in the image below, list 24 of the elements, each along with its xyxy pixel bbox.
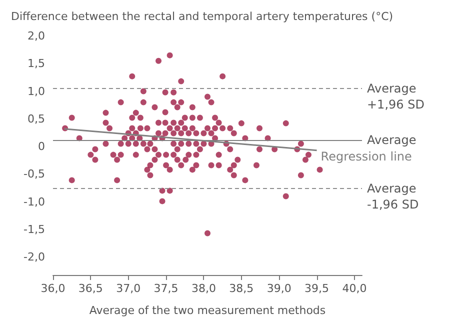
- y-axis-title: Difference between the rectal and temporal artery temperatures (°C): [11, 10, 394, 23]
- x-axis-title: Average of the two measurement methods: [89, 304, 326, 317]
- x-tick-label: 37,5: [154, 282, 178, 295]
- x-tick-label: 40,0: [342, 282, 367, 295]
- x-tick-label: 38,5: [229, 282, 254, 295]
- y-tick-label: -1,0: [24, 195, 45, 208]
- y-tick-label: 1,0: [28, 84, 45, 98]
- ref-line-label: Average +1,96 SD: [367, 81, 424, 112]
- ref-line-label: Average: [367, 132, 416, 147]
- x-tick-label: 39,5: [304, 282, 330, 295]
- series-label: Regression line: [320, 149, 412, 164]
- x-tick-label: 39,0: [266, 282, 292, 295]
- y-tick-label: -2,0: [24, 250, 45, 264]
- x-tick-label: 37,0: [116, 282, 141, 295]
- y-tick-label: -1,5: [24, 222, 45, 236]
- y-tick-label: 1,5: [28, 57, 45, 70]
- y-tick-label: 2,0: [28, 30, 45, 42]
- y-tick-label: 0: [38, 140, 45, 153]
- ref-line-label: Average -1,96 SD: [367, 181, 419, 212]
- y-tick-label: -0,5: [24, 168, 45, 181]
- x-tick-label: 38,0: [191, 282, 216, 295]
- y-tick-label: 0,5: [28, 112, 45, 126]
- x-tick-label: 36,5: [78, 282, 103, 295]
- x-tick-label: 36,0: [40, 282, 66, 295]
